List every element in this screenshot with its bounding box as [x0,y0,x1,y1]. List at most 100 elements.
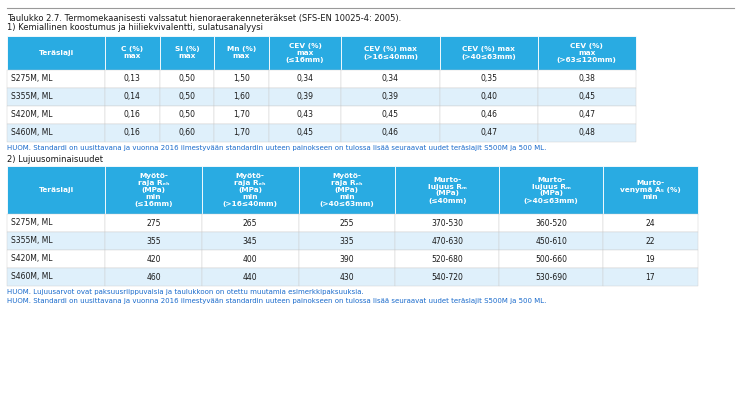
Bar [603,268,697,286]
Bar [214,70,269,88]
Bar [105,232,202,250]
Bar [105,214,202,232]
Bar [105,124,159,142]
Bar [538,106,636,124]
Text: 0,34: 0,34 [382,75,399,84]
Bar [214,124,269,142]
Text: 450-610: 450-610 [535,237,567,246]
Bar [7,166,105,214]
Bar [202,250,299,268]
Bar [395,232,499,250]
Bar [499,166,603,214]
Bar [299,166,395,214]
Text: C (%)
max: C (%) max [122,47,144,60]
Bar [439,88,538,106]
Text: 0,38: 0,38 [578,75,595,84]
Bar [299,232,395,250]
Text: 0,50: 0,50 [179,111,196,120]
Text: 440: 440 [243,273,257,282]
Text: 370-530: 370-530 [431,219,463,228]
Bar [214,88,269,106]
Bar [299,214,395,232]
Bar [7,124,105,142]
Bar [395,250,499,268]
Bar [395,166,499,214]
Bar [159,124,214,142]
Text: Murto-
lujuus Rₘ
(MPa)
(≤40mm): Murto- lujuus Rₘ (MPa) (≤40mm) [428,177,467,204]
Bar [342,124,439,142]
Text: 0,45: 0,45 [382,111,399,120]
Text: 460: 460 [146,273,161,282]
Bar [105,88,159,106]
Bar [7,268,105,286]
Bar [202,268,299,286]
Bar [105,106,159,124]
Text: 0,60: 0,60 [179,129,196,137]
Text: 345: 345 [243,237,257,246]
Text: 0,39: 0,39 [296,93,313,102]
Text: 470-630: 470-630 [431,237,463,246]
Text: 530-690: 530-690 [535,273,567,282]
Bar [159,36,214,70]
Bar [603,250,697,268]
Bar [499,214,603,232]
Bar [7,88,105,106]
Text: HUOM. Lujuusarvot ovat paksuusriippuvaisia ja taulukkoon on otettu muutamia esim: HUOM. Lujuusarvot ovat paksuusriippuvais… [7,289,364,295]
Bar [269,70,342,88]
Bar [342,106,439,124]
Text: S420M, ML: S420M, ML [11,255,53,264]
Text: 0,40: 0,40 [480,93,497,102]
Text: 1,70: 1,70 [233,129,250,137]
Bar [7,232,105,250]
Bar [269,88,342,106]
Bar [269,106,342,124]
Text: 0,50: 0,50 [179,93,196,102]
Bar [269,36,342,70]
Text: 19: 19 [645,255,655,264]
Text: 0,47: 0,47 [578,111,595,120]
Bar [538,88,636,106]
Text: 500-660: 500-660 [535,255,567,264]
Text: 24: 24 [645,219,655,228]
Text: 0,46: 0,46 [480,111,497,120]
Bar [202,214,299,232]
Text: HUOM. Standardi on uusittavana ja vuonna 2016 ilmestyvään standardin uuteen pain: HUOM. Standardi on uusittavana ja vuonna… [7,298,546,304]
Text: 420: 420 [146,255,161,264]
Text: 520-680: 520-680 [431,255,463,264]
Bar [159,70,214,88]
Text: 360-520: 360-520 [535,219,567,228]
Bar [269,124,342,142]
Bar [499,232,603,250]
Text: 430: 430 [339,273,354,282]
Bar [342,36,439,70]
Text: CEV (%)
max
(≤16mm): CEV (%) max (≤16mm) [286,43,325,63]
Bar [439,70,538,88]
Text: CEV (%) max
(>40≤63mm): CEV (%) max (>40≤63mm) [461,47,516,60]
Bar [538,124,636,142]
Text: Si (%)
max: Si (%) max [175,47,199,60]
Bar [7,250,105,268]
Text: 540-720: 540-720 [431,273,463,282]
Text: 0,50: 0,50 [179,75,196,84]
Text: Taulukko 2.7. Termomekaanisesti valssatut hienoraerakenneteräkset (SFS-EN 10025-: Taulukko 2.7. Termomekaanisesti valssatu… [7,14,401,23]
Bar [299,268,395,286]
Bar [105,268,202,286]
Bar [342,70,439,88]
Text: 0,35: 0,35 [480,75,497,84]
Bar [214,106,269,124]
Bar [439,36,538,70]
Text: CEV (%) max
(>16≤40mm): CEV (%) max (>16≤40mm) [363,47,418,60]
Bar [499,268,603,286]
Bar [105,36,159,70]
Bar [7,214,105,232]
Text: 0,45: 0,45 [578,93,595,102]
Text: Myötö-
raja Rₑₕ
(MPa)
min
(≤16mm): Myötö- raja Rₑₕ (MPa) min (≤16mm) [134,173,173,207]
Text: S460M, ML: S460M, ML [11,129,53,137]
Text: 1) Kemiallinen koostumus ja hiiliekvivalentti, sulatusanalyysi: 1) Kemiallinen koostumus ja hiiliekvival… [7,23,263,32]
Text: 0,43: 0,43 [296,111,313,120]
Text: Murto-
venymä A₅ (%)
min: Murto- venymä A₅ (%) min [620,180,681,200]
Text: Teräslaji: Teräslaji [39,50,73,56]
Text: S275M, ML: S275M, ML [11,219,53,228]
Bar [395,214,499,232]
Bar [439,124,538,142]
